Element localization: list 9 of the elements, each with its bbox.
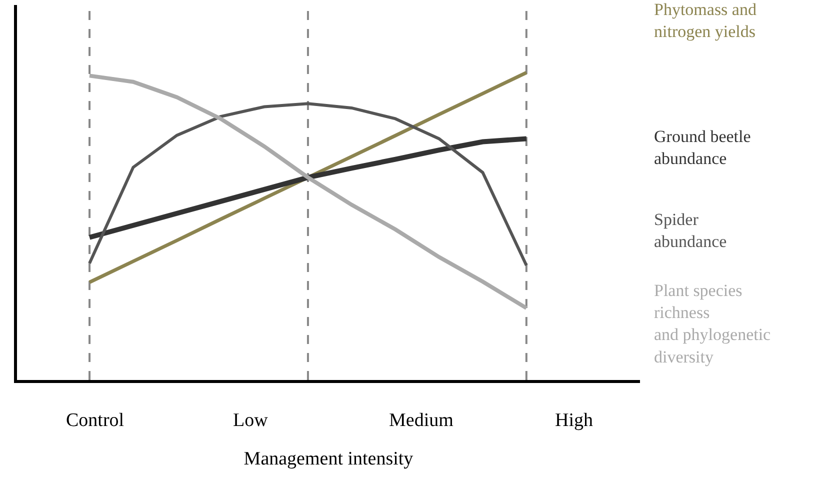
text: Low xyxy=(233,410,268,431)
text: High xyxy=(555,410,594,431)
text: Medium xyxy=(389,410,454,431)
text: Phytomass and nitrogen yields xyxy=(654,0,757,42)
text: Ground beetle abundance xyxy=(654,127,751,168)
x-axis-title: Management intensity xyxy=(244,448,414,470)
text: Plant species richness and phylogenetic diversity xyxy=(654,281,772,366)
text: Spider abundance xyxy=(654,210,727,252)
text: Control xyxy=(66,410,124,431)
